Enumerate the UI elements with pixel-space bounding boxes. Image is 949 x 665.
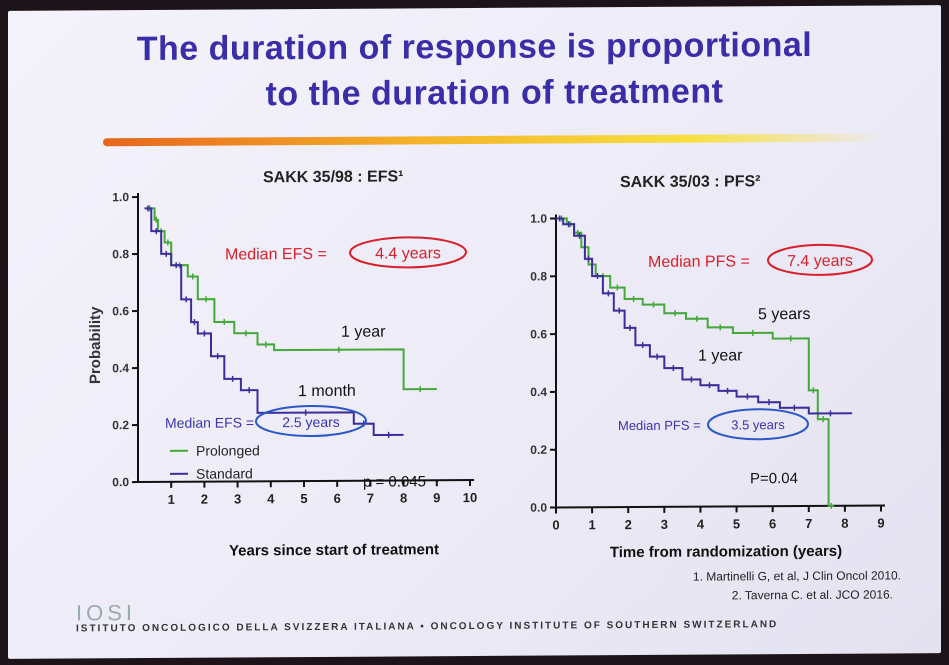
- efs-x-tick-label: 7: [367, 491, 374, 506]
- efs-y-tick-label: 0.8: [112, 247, 129, 261]
- pfs-x-tick-label: 0: [552, 517, 559, 532]
- efs-y-tick-label: 0.6: [112, 304, 129, 318]
- pfs-blue-curve-label: 1 year: [698, 347, 743, 364]
- pfs-x-tick-label: 8: [841, 516, 848, 531]
- efs-chart: SAKK 35/98 : EFS¹ Probability Years sinc…: [87, 168, 477, 559]
- pfs-x-tick-label: 4: [697, 517, 705, 532]
- pfs-x-tick-label: 2: [625, 517, 632, 532]
- efs-x-tick-label: 4: [267, 491, 275, 506]
- pfs-x-tick-label: 7: [805, 516, 812, 531]
- pfs-x-tick-label: 6: [769, 516, 776, 531]
- pfs-median-top-value: 7.4 years: [787, 253, 853, 270]
- pfs-chart: SAKK 35/03 : PFS² Time from randomizatio…: [530, 173, 885, 561]
- efs-x-axis-label: Years since start of treatment: [229, 541, 439, 559]
- efs-x-tick-label: 10: [463, 490, 477, 505]
- efs-x-tick-label: 9: [433, 490, 440, 505]
- efs-legend-prolonged-label: Prolonged: [196, 442, 260, 458]
- efs-y-tick-label: 1.0: [112, 190, 129, 204]
- pfs-chart-title: SAKK 35/03 : PFS²: [620, 173, 760, 191]
- pfs-x-tick-label: 3: [661, 517, 668, 532]
- pfs-y-tick-label: 0.4: [530, 385, 547, 399]
- pfs-x-tick-label: 1: [588, 517, 595, 532]
- pfs-axes: 0.0 0.2 0.4 0.6 0.8 1.0 0 1 2 3 4 5 6 7 8 9: [530, 212, 885, 533]
- pfs-curves: [556, 215, 853, 509]
- pfs-x-axis-line: [556, 504, 885, 509]
- pfs-y-tick-label: 0.2: [530, 443, 547, 457]
- efs-y-axis-label: Probability: [87, 306, 104, 384]
- efs-median-bottom-label: Median EFS =: [165, 414, 254, 431]
- efs-median-bottom-oval: [255, 404, 367, 438]
- efs-median-bottom-value: 2.5 years: [282, 414, 340, 430]
- efs-blue-curve-label: 1 month: [298, 383, 356, 400]
- efs-series-green-line: [144, 207, 437, 391]
- efs-x-tick-label: 2: [201, 492, 208, 507]
- efs-green-curve-label: 1 year: [341, 324, 386, 341]
- efs-x-tick-label: 8: [400, 490, 407, 505]
- efs-chart-title: SAKK 35/98 : EFS¹: [263, 168, 403, 186]
- pfs-y-tick-label: 0.8: [530, 269, 547, 283]
- pfs-y-tick-label: 0.0: [530, 501, 547, 515]
- slide: The duration of response is proportional…: [8, 5, 941, 659]
- pfs-median-bottom-label: Median PFS =: [618, 418, 701, 434]
- efs-x-tick-label: 5: [300, 491, 307, 506]
- pfs-median-bottom-value: 3.5 years: [731, 417, 785, 432]
- efs-curves: [144, 205, 437, 438]
- efs-x-tick-label: 6: [334, 491, 341, 506]
- pfs-y-tick-label: 1.0: [530, 212, 547, 226]
- pfs-median-top-label: Median PFS =: [648, 253, 750, 271]
- efs-x-tick-label: 3: [234, 491, 241, 506]
- pfs-x-axis-label: Time from randomization (years): [610, 543, 842, 561]
- pfs-series-blue-line: [556, 217, 853, 415]
- pfs-x-tick-label: 9: [877, 515, 884, 530]
- efs-y-tick-label: 0.4: [112, 361, 129, 375]
- pfs-pvalue: P=0.04: [750, 470, 798, 487]
- efs-pvalue: p = 0.045: [363, 473, 426, 490]
- efs-median-top-label: Median EFS =: [225, 246, 327, 264]
- reference-1: 1. Martinelli G, et al, J Clin Oncol 201…: [692, 568, 901, 584]
- pfs-median-bottom-oval: [707, 408, 809, 441]
- reference-2: 2. Taverna C. et al. JCO 2016.: [731, 587, 893, 603]
- pfs-median-top-oval: [767, 243, 873, 276]
- efs-median-top-oval: [349, 236, 467, 269]
- efs-y-tick-label: 0.0: [112, 475, 129, 489]
- efs-x-tick-label: 1: [168, 492, 175, 507]
- pfs-y-tick-label: 0.6: [530, 327, 547, 341]
- efs-legend-standard-label: Standard: [196, 465, 253, 481]
- pfs-green-curve-label: 5 years: [758, 306, 810, 323]
- efs-axes: 0.0 0.2 0.4 0.6 0.8 1.0 1 2 3 4 5 6 7 8 9 10: [112, 190, 477, 507]
- efs-y-tick-label: 0.2: [112, 418, 129, 432]
- pfs-x-tick-label: 5: [733, 516, 740, 531]
- efs-x-axis-line: [138, 479, 474, 484]
- efs-median-top-value: 4.4 years: [375, 245, 441, 262]
